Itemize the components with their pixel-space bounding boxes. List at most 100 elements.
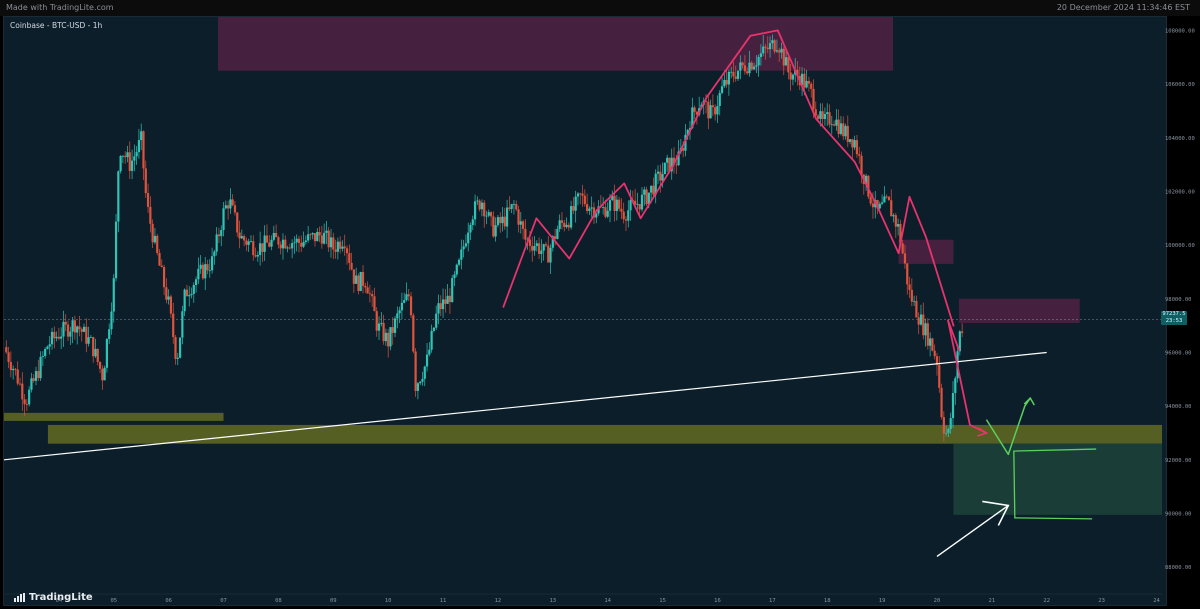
- candle-body: [693, 107, 696, 112]
- candle: [50, 327, 54, 350]
- candle-body: [743, 65, 747, 72]
- candle-body: [174, 337, 177, 359]
- candle: [293, 236, 296, 254]
- candle: [55, 331, 58, 342]
- candle-body: [451, 278, 454, 303]
- candle-body: [188, 295, 191, 297]
- candle: [7, 346, 10, 369]
- candle-body: [5, 347, 8, 353]
- chart-area[interactable]: 88000.00 90000.00 92000.00 94000.00 96000.00…: [3, 16, 1195, 606]
- candle-body: [496, 217, 500, 226]
- candle-body: [341, 246, 344, 249]
- y-tick-label: 90000.00: [1165, 511, 1192, 517]
- candle-body: [48, 344, 51, 347]
- candle-body: [929, 338, 932, 346]
- candle-body: [34, 371, 38, 381]
- candle-body: [851, 139, 854, 148]
- candle-body: [595, 213, 598, 218]
- candle: [910, 278, 913, 307]
- candle: [206, 259, 209, 275]
- candle-body: [853, 140, 856, 148]
- candle: [428, 342, 431, 357]
- candle-body: [288, 247, 291, 249]
- candle: [716, 95, 719, 124]
- candle: [37, 359, 40, 382]
- candle-body: [908, 284, 911, 290]
- made-with-label: Made with TradingLite.com: [6, 3, 114, 12]
- candle: [572, 197, 575, 214]
- candle-body: [835, 119, 838, 126]
- candle: [487, 209, 490, 218]
- candle: [718, 90, 721, 116]
- candle: [476, 196, 479, 205]
- candle: [483, 199, 486, 228]
- candle-body: [897, 224, 900, 227]
- candle-body: [158, 252, 161, 266]
- candle-body: [119, 156, 122, 172]
- candle-body: [732, 71, 735, 77]
- candle: [855, 135, 859, 158]
- candle: [709, 99, 712, 119]
- candle-body: [739, 62, 742, 71]
- candle-body: [105, 339, 109, 368]
- candle-body: [151, 223, 154, 243]
- candle: [954, 376, 957, 405]
- candle-body: [215, 234, 218, 252]
- candle: [634, 188, 637, 205]
- candle: [256, 251, 259, 262]
- candle-body: [85, 326, 88, 344]
- candle: [720, 77, 724, 95]
- candle: [41, 351, 44, 367]
- candle-body: [208, 270, 211, 272]
- candle: [309, 233, 312, 240]
- candle-body: [714, 107, 717, 115]
- candle-body: [670, 157, 673, 172]
- trendline: [4, 351, 1047, 461]
- candle-body: [325, 230, 328, 233]
- candle-body: [565, 224, 568, 227]
- candle: [421, 371, 424, 386]
- candle-body: [780, 48, 783, 53]
- candle: [558, 214, 561, 232]
- candle: [393, 315, 397, 338]
- candle: [208, 259, 211, 278]
- candle-body: [66, 324, 70, 337]
- candle: [846, 115, 849, 148]
- candle-body: [103, 367, 106, 381]
- candle: [355, 267, 358, 284]
- candle: [220, 225, 223, 247]
- candle-body: [878, 203, 881, 209]
- candle-body: [460, 249, 463, 260]
- candle-body: [178, 337, 182, 358]
- candle-body: [666, 157, 669, 163]
- candle-body: [752, 66, 756, 70]
- candle-body: [455, 264, 458, 275]
- candle: [217, 227, 221, 243]
- candle: [540, 239, 543, 263]
- candle-body: [887, 196, 891, 201]
- candle: [183, 288, 186, 317]
- candle: [652, 177, 655, 198]
- candle-body: [57, 336, 60, 339]
- candle-body: [190, 293, 193, 296]
- candle-body: [645, 189, 648, 205]
- candle-body: [448, 295, 452, 303]
- candle-body: [741, 62, 744, 66]
- candle: [835, 109, 838, 131]
- candle: [375, 307, 378, 337]
- white-arrow-head: [982, 500, 1010, 526]
- candle-body: [471, 219, 474, 225]
- candle-body: [961, 331, 964, 333]
- candle-body: [55, 336, 58, 339]
- x-tick-label: 06: [165, 598, 172, 604]
- candle-body: [871, 203, 875, 208]
- candle-body: [816, 115, 820, 119]
- candle-body: [162, 267, 166, 288]
- candle: [98, 361, 102, 374]
- candle: [213, 249, 216, 265]
- candle: [480, 199, 484, 217]
- candle-body: [334, 249, 337, 252]
- candle-body: [537, 243, 541, 254]
- price-chart[interactable]: 88000.00 90000.00 92000.00 94000.00 96000.00…: [4, 17, 1200, 607]
- candle-body: [643, 189, 646, 195]
